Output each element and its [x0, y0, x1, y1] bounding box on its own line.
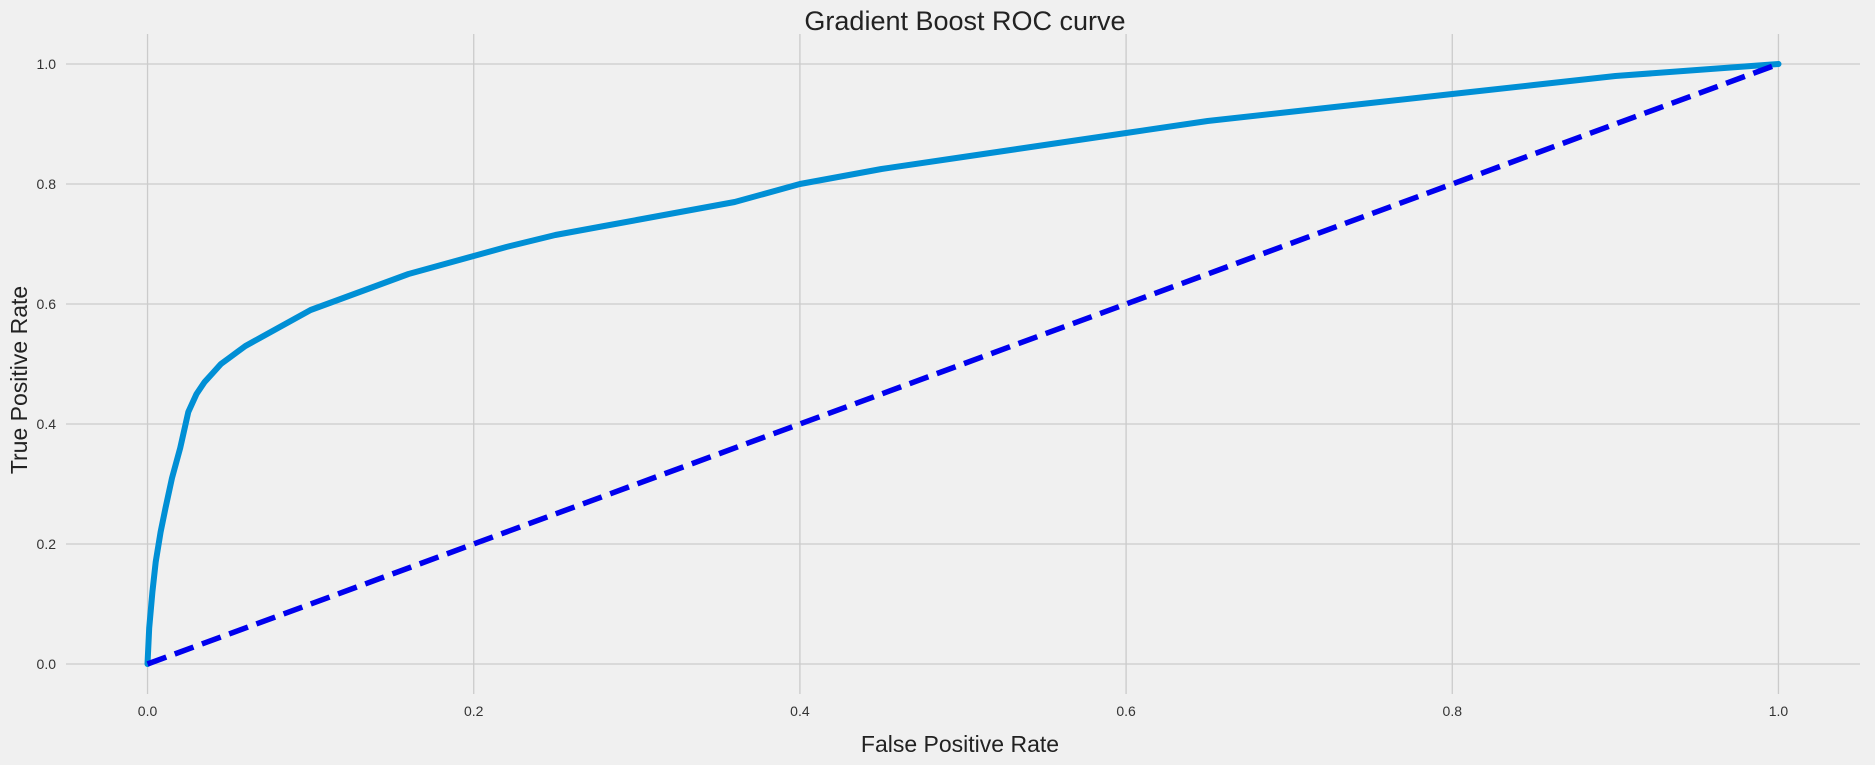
y-tick-label: 0.2	[37, 536, 57, 552]
y-tick-label: 0.8	[37, 176, 57, 192]
x-tick-label: 0.2	[464, 703, 484, 719]
grid	[66, 34, 1860, 694]
x-tick-label: 0.8	[1443, 703, 1463, 719]
y-tick-label: 0.0	[37, 656, 57, 672]
roc-curve-line	[144, 61, 1782, 667]
x-axis-label: False Positive Rate	[861, 731, 1059, 757]
plot-series	[144, 61, 1782, 667]
chart-title: Gradient Boost ROC curve	[804, 6, 1125, 36]
y-tick-label: 0.6	[37, 296, 57, 312]
x-tick-label: 0.4	[790, 703, 810, 719]
x-tick-label: 0.6	[1116, 703, 1136, 719]
y-axis-label: True Positive Rate	[6, 286, 32, 474]
tick-labels: 0.0 0.2 0.4 0.6 0.8 1.0 0.0 0.2 0.4 0.6 0.8 1.0	[37, 56, 1789, 719]
y-tick-label: 1.0	[37, 56, 57, 72]
y-tick-label: 0.4	[37, 416, 57, 432]
x-tick-label: 1.0	[1769, 703, 1789, 719]
x-tick-label: 0.0	[138, 703, 158, 719]
